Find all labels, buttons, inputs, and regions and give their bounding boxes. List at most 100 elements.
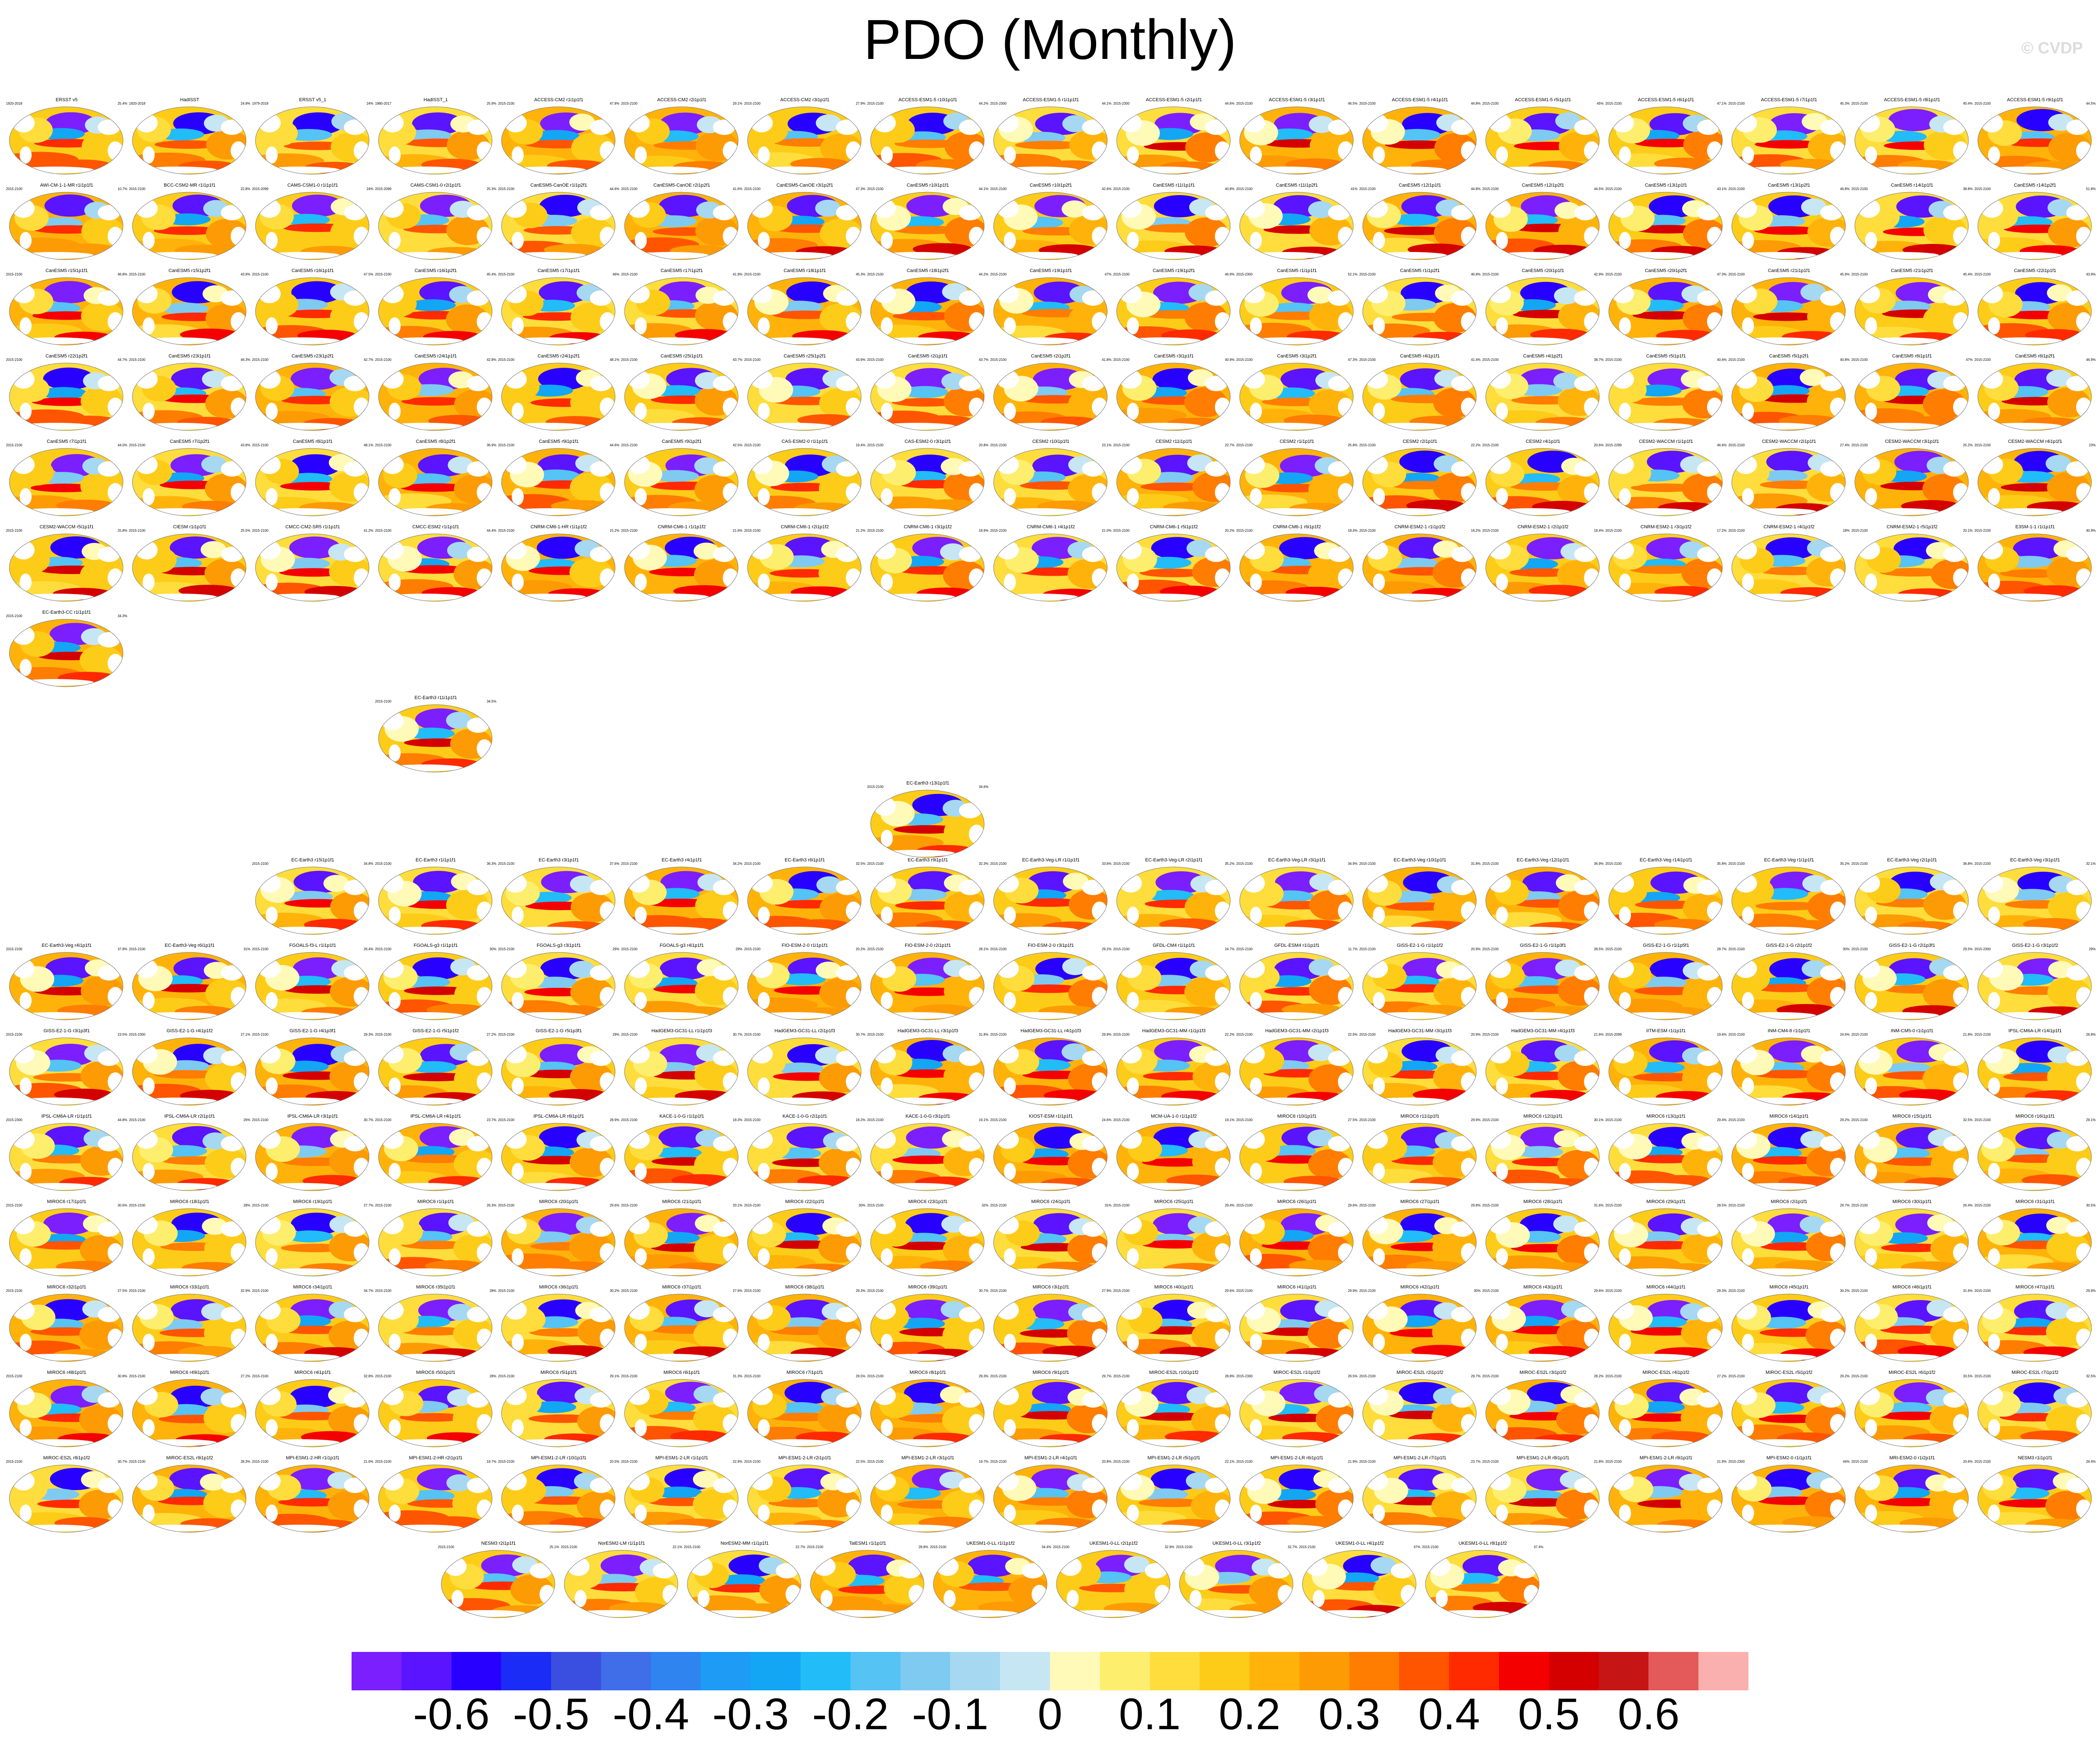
pdo-map: [1731, 192, 1846, 260]
panel-percent: 47%: [1965, 358, 1973, 362]
colorbar-swatch: [1249, 1652, 1299, 1690]
panel-percent: 43.9%: [241, 272, 250, 276]
panel-percent: 29.6%: [1594, 1289, 1604, 1293]
pdo-panel: MIROC6 r9i1p1f1 2015-2100 29.7%: [990, 1370, 1112, 1451]
panel-percent: 44%: [1842, 1460, 1850, 1464]
panel-percent: 35.2%: [1225, 862, 1235, 866]
pdo-map: [1608, 106, 1723, 175]
pdo-map: [624, 867, 739, 935]
pdo-map: [9, 619, 123, 687]
pdo-map: [1116, 1208, 1231, 1277]
panel-percent: 24.6%: [1840, 1033, 1850, 1037]
pdo-map: [1485, 448, 1600, 516]
pdo-panel: MIROC6 r42i1p1f1 2015-2100 30%: [1359, 1285, 1481, 1366]
panel-percent: 28%: [489, 1289, 496, 1293]
panel-percent: 34.4%: [1041, 1545, 1051, 1549]
pdo-panel: MIROC6 r22i1p1f1 2015-2100 30%: [744, 1199, 865, 1280]
panel-years: 2015-2100: [1605, 187, 1622, 191]
panel-title: MIROC6 r24i1p1f1: [1031, 1199, 1071, 1204]
panel-years: 2015-2100: [1728, 443, 1745, 447]
panel-title: ACCESS-CM2 r3i1p1f1: [780, 97, 830, 102]
panel-percent: 46.8%: [117, 272, 127, 276]
panel-title: MPI-ESM1-2-LR r2i1p1f1: [778, 1455, 831, 1461]
panel-title: MIROC6 r13i1p1f1: [1646, 1114, 1686, 1119]
pdo-panel: ACCESS-ESM1-5 r8i1p1f1 2015-2100 45.4%: [1851, 97, 1973, 179]
panel-years: 2015-2100: [1974, 1033, 1991, 1037]
panel-years: 2015-2100: [498, 1118, 515, 1122]
pdo-map: [1854, 952, 1969, 1020]
pdo-map: [1485, 106, 1600, 175]
pdo-panel: GFDL-CM4 r1i1p1f1 2015-2100 24.7%: [1113, 943, 1235, 1024]
panel-years: 2015-2100: [375, 1289, 392, 1293]
panel-percent: 43.8%: [241, 443, 250, 447]
pdo-panel: CanESM5-CanOE r1i1p2f1 2015-2100 44.6%: [498, 183, 619, 264]
panel-title: MIROC6 r44i1p1f1: [1646, 1285, 1686, 1290]
pdo-map: [378, 1464, 493, 1533]
pdo-panel: EC-Earth3 r1i1p1f1 2015-2100 36.3%: [375, 858, 496, 939]
panel-percent: 43.1%: [1717, 187, 1727, 191]
pdo-map: [1608, 867, 1723, 935]
pdo-map: [1362, 363, 1477, 431]
pdo-panel: CNRM-CM6-1-HR r1i1p1f2 2015-2100 15.2%: [498, 524, 619, 606]
panel-title: EC-Earth3-Veg-LR r3i1p1f1: [1268, 858, 1326, 863]
panel-title: HadGEM3-GC31-MM r2i1p1f3: [1265, 1028, 1329, 1034]
panel-percent: 40.8%: [1225, 187, 1235, 191]
panel-title: MIROC6 r42i1p1f1: [1400, 1285, 1440, 1290]
pdo-map: [624, 1379, 739, 1447]
panel-title: NorESM2-LM r1i1p1f1: [598, 1541, 645, 1546]
panel-percent: 29%: [735, 947, 742, 951]
panel-title: CNRM-CM6-1 r5i1p1f2: [1150, 524, 1198, 530]
panel-years: 2015-2100: [1728, 862, 1745, 866]
pdo-panel: MPI-ESM1-2-LR r6i1p1f1 2015-2100 21.9%: [1236, 1455, 1358, 1537]
pdo-map: [870, 448, 985, 516]
panel-title: EC-Earth3-Veg r6i1p1f1: [164, 943, 215, 948]
colorbar-tick-label: -0.1: [912, 1689, 989, 1739]
panel-title: HadISST: [180, 97, 199, 102]
pdo-panel: CAS-ESM2-0 r3i1p1f1 2015-2100 20.8%: [867, 439, 988, 520]
pdo-map: [1239, 1123, 1354, 1191]
panel-percent: 29.5%: [856, 1374, 865, 1378]
panel-title: EC-Earth3-Veg r4i1p1f1: [41, 943, 92, 948]
panel-years: 2015-2100: [1728, 1289, 1745, 1293]
panel-years: 2015-2100: [375, 1374, 392, 1378]
panel-years: 2015-2100: [6, 1460, 23, 1464]
pdo-panel: CNRM-CM6-1 r3i1p1f2 2015-2100 18.9%: [867, 524, 988, 606]
pdo-panel: KACE-1-0-G r3i1p1f1 2015-2100 19.1%: [867, 1114, 988, 1195]
panel-percent: 25.4%: [117, 102, 127, 105]
pdo-map: [1362, 1123, 1477, 1191]
panel-percent: 29.6%: [1225, 1289, 1235, 1293]
panel-percent: 31.6%: [1963, 1289, 1973, 1293]
panel-years: 2015-2100: [1974, 529, 1991, 533]
pdo-panel: GISS-E2-1-G r3i1p1f2 2015-2300 29%: [1974, 943, 2096, 1024]
panel-title: CanESM5 r3i1p2f1: [1277, 354, 1317, 359]
pdo-map: [624, 1208, 739, 1277]
pdo-panel: CanESM5 r4i1p2f1 2015-2100 38.7%: [1482, 354, 1604, 435]
pdo-map: [378, 106, 493, 175]
panel-title: CanESM5 r15i1p2f1: [168, 268, 211, 273]
pdo-map: [1608, 533, 1723, 602]
panel-percent: 46.8%: [1840, 187, 1850, 191]
panel-title: FGOALS-g3 r3i1p1f1: [537, 943, 581, 948]
pdo-panel: CanESM5 r5i1p1f1 2015-2100 40.6%: [1605, 354, 1727, 435]
pdo-map: [1116, 106, 1231, 175]
panel-years: 2015-2100: [1851, 1289, 1868, 1293]
panel-percent: 20.5%: [610, 1460, 619, 1464]
pdo-map: [624, 1123, 739, 1191]
panel-years: 2015-2100: [1359, 272, 1376, 276]
pdo-map: [255, 192, 370, 260]
pdo-map: [9, 448, 123, 516]
panel-percent: 40.9%: [1225, 358, 1235, 362]
panel-title: CESM2 r10i1p1f1: [1032, 439, 1070, 444]
panel-title: CanESM5 r10i1p1f1: [906, 183, 949, 188]
panel-title: MIROC6 r34i1p1f1: [293, 1285, 332, 1290]
colorbar-swatch: [1150, 1652, 1200, 1690]
panel-percent: 29%: [612, 947, 619, 951]
pdo-panel: MIROC6 r11i1p1f1 2015-2100 29.9%: [1359, 1114, 1481, 1195]
panel-years: 2015-2100: [744, 529, 761, 533]
pdo-map: [255, 533, 370, 602]
panel-title: IPSL-CM6A-LR r2i1p1f1: [164, 1114, 215, 1119]
panel-percent: 44.1%: [1102, 102, 1112, 105]
colorbar-swatch: [1549, 1652, 1599, 1690]
pdo-panel: MIROC6 r26i1p1f1 2015-2100 29.6%: [1236, 1199, 1358, 1280]
panel-title: CNRM-ESM2-1 r2i1p1f2: [1517, 524, 1569, 530]
